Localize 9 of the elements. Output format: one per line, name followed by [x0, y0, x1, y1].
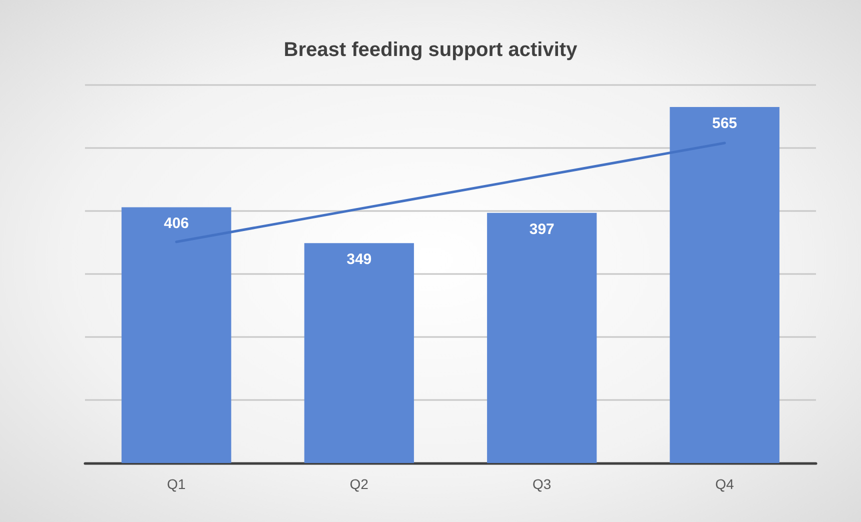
x-tick-label: Q4 [715, 476, 734, 492]
x-tick-label: Q1 [167, 476, 186, 492]
x-tick-label: Q3 [532, 476, 552, 492]
data-label: 397 [529, 220, 554, 238]
data-label: 406 [164, 215, 189, 232]
data-label: 349 [346, 251, 372, 268]
x-tick-label: Q2 [350, 476, 369, 492]
chart-title: Breast feeding support activity [284, 39, 578, 61]
data-label: 565 [712, 115, 738, 132]
